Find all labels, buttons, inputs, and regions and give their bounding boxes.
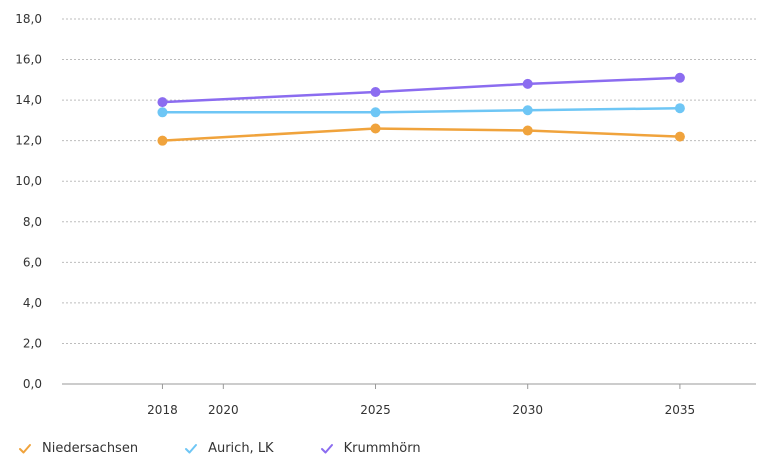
x-axis-ticks: 2018 2020 2025 2030 2035 — [147, 384, 695, 417]
y-tick-label: 16,0 — [15, 53, 42, 67]
grid-lines — [62, 18, 756, 385]
data-point[interactable] — [522, 125, 533, 136]
y-tick-label: 8,0 — [23, 215, 42, 229]
x-tick-label: 2020 — [208, 403, 239, 417]
data-point[interactable] — [522, 78, 533, 89]
series-line — [162, 127, 680, 142]
series-lines — [157, 72, 685, 146]
legend-label: Krummhörn — [343, 441, 421, 456]
series-line — [162, 106, 680, 114]
y-tick-label: 0,0 — [23, 377, 42, 391]
data-point[interactable] — [157, 97, 168, 108]
y-tick-label: 10,0 — [15, 174, 42, 188]
legend-label: Niedersachsen — [42, 441, 139, 456]
data-point[interactable] — [370, 123, 381, 134]
legend-item-aurich[interactable]: Aurich, LK — [184, 441, 274, 456]
y-tick-label: 18,0 — [15, 12, 42, 26]
y-tick-label: 12,0 — [15, 134, 42, 148]
series-line — [162, 76, 680, 104]
y-tick-label: 6,0 — [23, 255, 42, 269]
data-point[interactable] — [674, 103, 685, 114]
legend-item-niedersachsen[interactable]: Niedersachsen — [18, 441, 138, 456]
x-tick-label: 2025 — [360, 403, 391, 417]
check-icon — [19, 443, 31, 453]
y-tick-label: 4,0 — [23, 296, 42, 310]
x-tick-label: 2035 — [665, 403, 696, 417]
data-point[interactable] — [522, 105, 533, 116]
y-tick-label: 14,0 — [15, 93, 42, 107]
y-axis-ticks: 0,0 2,0 4,0 6,0 8,0 10,0 12,0 14,0 16,0 18,0 — [15, 12, 42, 391]
data-point[interactable] — [157, 135, 168, 146]
data-point[interactable] — [370, 107, 381, 118]
data-point[interactable] — [157, 107, 168, 118]
check-icon — [320, 443, 333, 453]
legend-label: Aurich, LK — [208, 441, 274, 456]
y-tick-label: 2,0 — [23, 336, 42, 350]
data-point[interactable] — [674, 131, 685, 142]
legend: Niedersachsen Aurich, LK Krummhörn — [18, 441, 467, 456]
data-point[interactable] — [370, 87, 381, 97]
x-tick-label: 2018 — [147, 403, 178, 417]
data-point[interactable] — [674, 72, 685, 83]
x-tick-label: 2030 — [512, 403, 543, 417]
legend-item-krummhoern[interactable]: Krummhörn — [320, 441, 421, 456]
check-icon — [185, 443, 198, 453]
